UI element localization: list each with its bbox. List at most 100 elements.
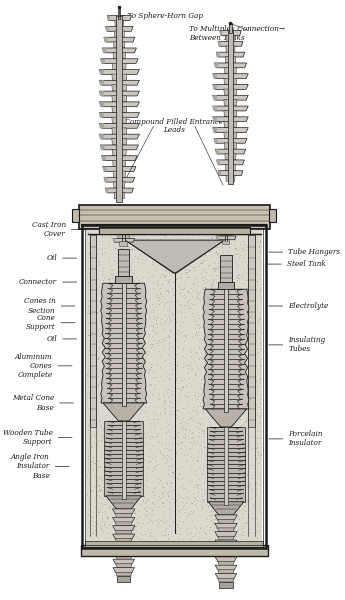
Point bbox=[165, 491, 171, 501]
Point bbox=[115, 337, 121, 347]
Point bbox=[96, 379, 101, 388]
Point bbox=[117, 399, 123, 409]
Polygon shape bbox=[106, 496, 141, 509]
Point bbox=[252, 472, 257, 482]
Point bbox=[181, 450, 186, 460]
Polygon shape bbox=[218, 562, 234, 565]
Point bbox=[136, 254, 141, 263]
Polygon shape bbox=[213, 117, 248, 122]
Point bbox=[214, 425, 220, 434]
Point bbox=[247, 403, 253, 412]
Point bbox=[159, 423, 164, 433]
Polygon shape bbox=[213, 128, 217, 133]
Point bbox=[186, 373, 191, 383]
Point bbox=[106, 487, 111, 497]
Point bbox=[136, 324, 141, 334]
Point bbox=[226, 400, 232, 410]
Point bbox=[239, 243, 245, 253]
Polygon shape bbox=[99, 134, 139, 139]
Point bbox=[250, 256, 255, 265]
Point bbox=[183, 269, 189, 279]
Point bbox=[150, 449, 155, 459]
Point bbox=[99, 333, 105, 343]
Point bbox=[134, 296, 139, 305]
Point bbox=[216, 331, 222, 340]
Point bbox=[224, 527, 229, 537]
Point bbox=[157, 446, 162, 456]
Point bbox=[253, 438, 259, 448]
Point bbox=[98, 301, 104, 311]
Point bbox=[162, 403, 168, 413]
Point bbox=[203, 283, 208, 293]
Point bbox=[130, 238, 136, 248]
Point bbox=[108, 261, 114, 271]
Point bbox=[235, 244, 241, 254]
Point bbox=[195, 407, 200, 417]
Point bbox=[201, 328, 207, 338]
Point bbox=[200, 281, 205, 291]
Point bbox=[225, 271, 230, 280]
Point bbox=[198, 523, 203, 533]
Point bbox=[227, 427, 233, 437]
Point bbox=[231, 497, 236, 506]
Point bbox=[182, 307, 188, 316]
Point bbox=[252, 467, 258, 476]
Point bbox=[233, 503, 239, 513]
Point bbox=[119, 525, 125, 535]
Point bbox=[89, 248, 94, 257]
Point bbox=[239, 245, 244, 254]
Point bbox=[93, 518, 98, 527]
Point bbox=[203, 365, 209, 374]
Point bbox=[192, 529, 198, 538]
Point bbox=[217, 481, 223, 490]
Point bbox=[149, 360, 155, 370]
Point bbox=[97, 521, 102, 530]
Point bbox=[116, 223, 122, 232]
Point bbox=[234, 503, 239, 513]
Point bbox=[156, 336, 162, 346]
Point bbox=[196, 261, 201, 271]
Polygon shape bbox=[113, 53, 126, 59]
Point bbox=[127, 483, 132, 493]
Point bbox=[177, 505, 183, 514]
Point bbox=[198, 500, 204, 510]
Point bbox=[244, 387, 249, 397]
Point bbox=[112, 244, 118, 253]
Point bbox=[210, 338, 215, 348]
Point bbox=[162, 525, 167, 535]
Point bbox=[140, 433, 146, 442]
Point bbox=[161, 230, 166, 240]
Point bbox=[93, 414, 99, 424]
Point bbox=[237, 451, 243, 460]
Point bbox=[219, 477, 225, 487]
Point bbox=[218, 459, 223, 469]
Point bbox=[193, 421, 198, 431]
Point bbox=[258, 426, 264, 436]
Point bbox=[139, 440, 144, 449]
Point bbox=[164, 332, 169, 342]
Point bbox=[196, 354, 201, 364]
Point bbox=[87, 266, 92, 275]
Point bbox=[228, 461, 234, 471]
Point bbox=[244, 292, 250, 302]
Point bbox=[93, 413, 99, 423]
Point bbox=[230, 351, 235, 361]
Point bbox=[249, 278, 254, 288]
Polygon shape bbox=[114, 193, 125, 199]
Point bbox=[161, 342, 166, 352]
Point bbox=[223, 284, 229, 293]
Point bbox=[103, 522, 109, 532]
Point bbox=[244, 261, 249, 271]
Point bbox=[205, 239, 211, 249]
Point bbox=[140, 376, 146, 385]
Point bbox=[112, 317, 117, 327]
Point bbox=[107, 372, 112, 382]
Point bbox=[206, 486, 211, 496]
Point bbox=[136, 275, 141, 285]
Point bbox=[203, 499, 209, 509]
Point bbox=[220, 349, 226, 359]
Point bbox=[127, 232, 132, 241]
Point bbox=[199, 448, 205, 458]
Point bbox=[245, 290, 250, 300]
Point bbox=[240, 236, 246, 245]
